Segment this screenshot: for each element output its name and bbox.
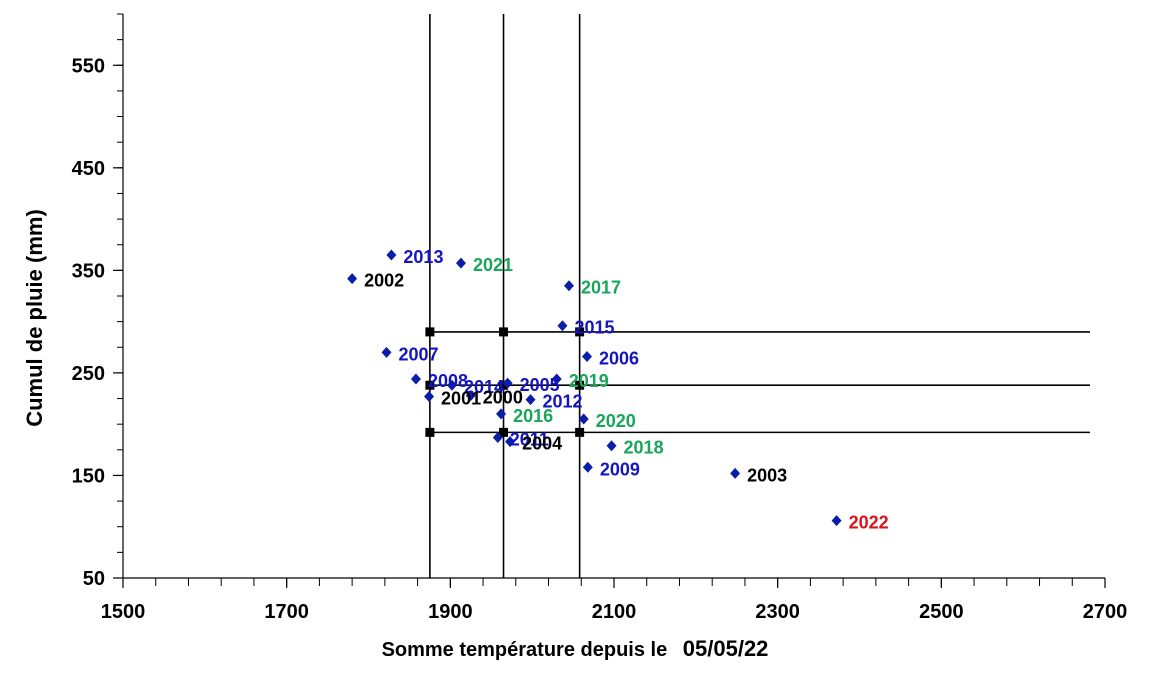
- reference-intersection-marker: [425, 327, 435, 337]
- data-point-label: 2004: [522, 434, 562, 454]
- y-tick-label: 550: [72, 55, 105, 77]
- y-axis-title: Cumul de pluie (mm): [22, 209, 47, 427]
- x-axis-title-date: 05/05/22: [682, 636, 769, 661]
- data-point-label: 2016: [513, 406, 553, 426]
- data-point-label: 2003: [747, 465, 787, 485]
- data-point-marker: [582, 461, 593, 473]
- y-tick-label: 50: [83, 568, 105, 590]
- reference-intersection-marker: [499, 327, 509, 337]
- data-point-marker: [505, 436, 516, 448]
- x-tick-label: 2100: [592, 601, 637, 623]
- x-tick-label: 2700: [1083, 601, 1128, 623]
- data-point-label: 2011: [510, 430, 549, 450]
- x-axis-title: Somme température depuis le 05/05/22: [0, 636, 1150, 662]
- x-tick-label: 1700: [264, 601, 309, 623]
- data-point-marker: [502, 377, 513, 389]
- point-labels: 2002 2013 2021 2017 2015 2007 2006 200820142001…: [364, 247, 889, 533]
- data-point-label: 2000: [483, 387, 523, 407]
- y-tick-label: 450: [72, 158, 105, 180]
- data-point-marker: [730, 467, 741, 479]
- x-tick-label: 2300: [755, 601, 800, 623]
- data-point-marker: [492, 432, 503, 444]
- data-point-marker: [410, 373, 421, 385]
- reference-intersection-marker: [425, 427, 435, 437]
- data-points: [347, 249, 842, 527]
- reference-intersection-marker: [425, 380, 435, 390]
- data-point-label: 2005: [520, 375, 560, 395]
- data-point-label: 2013: [403, 247, 443, 267]
- data-point-marker: [563, 280, 574, 292]
- x-tick-label: 1900: [428, 601, 473, 623]
- reference-intersection-marker: [499, 427, 509, 437]
- data-point-marker: [347, 273, 358, 285]
- data-point-marker: [578, 413, 589, 425]
- data-point-marker: [525, 394, 536, 406]
- data-point-marker: [557, 320, 568, 332]
- data-point-label: 2002: [364, 271, 404, 291]
- x-axis-title-text: Somme température depuis le: [381, 639, 668, 661]
- data-point-label: 2014: [464, 377, 504, 397]
- data-point-label: 2009: [600, 459, 640, 479]
- data-point-label: 2021: [473, 255, 513, 275]
- data-point-marker: [831, 515, 842, 527]
- data-point-label: 2012: [543, 392, 583, 412]
- data-point-label: 2022: [849, 513, 889, 533]
- y-tick-label: 150: [72, 465, 105, 487]
- reference-intersection-marker: [575, 327, 585, 337]
- x-tick-label: 1500: [101, 601, 146, 623]
- data-point-label: 2008: [428, 371, 468, 391]
- data-point-marker: [424, 390, 435, 402]
- data-point-marker: [581, 351, 592, 363]
- reference-intersection-marker: [575, 427, 585, 437]
- data-point-label: 2017: [581, 278, 621, 298]
- data-point-marker: [496, 408, 507, 420]
- data-point-label: 2015: [574, 318, 614, 338]
- data-point-marker: [455, 257, 466, 269]
- data-point-label: 2020: [596, 411, 636, 431]
- data-point-label: 2001: [441, 388, 481, 408]
- y-tick-label: 350: [72, 260, 105, 282]
- reference-intersection-marker: [575, 380, 585, 390]
- data-point-marker: [551, 373, 562, 385]
- data-point-marker: [446, 379, 457, 391]
- data-point-marker: [386, 249, 397, 261]
- y-tick-label: 250: [72, 363, 105, 385]
- reference-lines: [425, 14, 1090, 578]
- x-tick-label: 2500: [919, 601, 964, 623]
- data-point-label: 2019: [569, 371, 609, 391]
- axes: 1500 1700 1900 2100 2300 2500 2700 50 150 250 350 4…: [72, 13, 1128, 623]
- data-point-label: 2006: [599, 349, 639, 369]
- data-point-marker: [606, 440, 617, 452]
- data-point-marker: [465, 389, 476, 401]
- data-point-marker: [381, 346, 392, 358]
- data-point-label: 2007: [399, 344, 439, 364]
- data-point-label: 2018: [624, 438, 664, 458]
- reference-intersection-marker: [499, 380, 509, 390]
